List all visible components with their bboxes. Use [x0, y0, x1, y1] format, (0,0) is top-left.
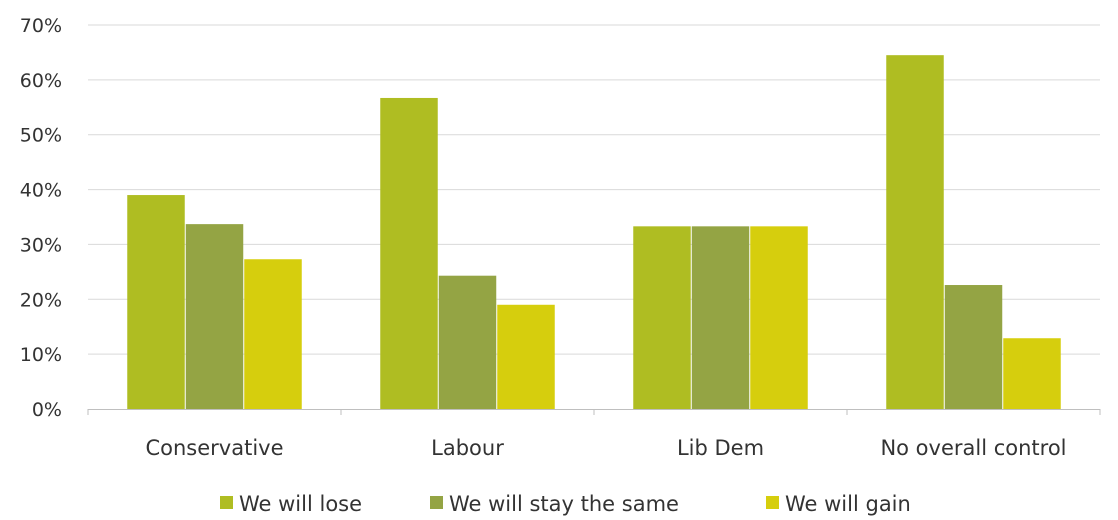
legend-label: We will lose: [239, 492, 362, 516]
bars: [127, 55, 1061, 410]
bar: [380, 97, 438, 410]
x-axis: [87, 409, 1101, 415]
bar: [633, 226, 691, 409]
bar: [944, 285, 1003, 409]
legend-label: We will stay the same: [449, 492, 679, 516]
category-label: Conservative: [145, 436, 283, 460]
bar: [1003, 338, 1061, 409]
x-axis-categories: Conservative Labour Lib Dem No overall cont…: [145, 436, 1066, 460]
y-tick-label: 60%: [20, 70, 62, 92]
y-tick-label: 20%: [20, 289, 62, 311]
y-tick-label: 40%: [20, 180, 62, 202]
legend-swatch: [220, 496, 233, 509]
category-label: No overall control: [880, 436, 1066, 460]
bar: [497, 304, 555, 409]
bar: [750, 226, 808, 409]
legend-swatch: [766, 496, 779, 509]
y-tick-label: 30%: [20, 234, 62, 256]
bar: [127, 195, 185, 409]
category-label: Lib Dem: [677, 436, 764, 460]
legend-label: We will gain: [785, 492, 911, 516]
bar: [691, 226, 750, 409]
legend: We will lose We will stay the same We will…: [220, 492, 911, 516]
legend-swatch: [430, 496, 443, 509]
y-tick-label: 10%: [20, 344, 62, 366]
bar: [185, 224, 244, 409]
bar: [886, 55, 944, 410]
y-tick-label: 70%: [20, 15, 62, 37]
y-tick-label: 0%: [32, 399, 62, 421]
y-tick-label: 50%: [20, 125, 62, 147]
bar: [438, 275, 497, 409]
y-axis-ticks: 0% 10% 20% 30% 40% 50% 60% 70%: [20, 15, 62, 421]
bar: [244, 259, 302, 409]
category-label: Labour: [431, 436, 504, 460]
